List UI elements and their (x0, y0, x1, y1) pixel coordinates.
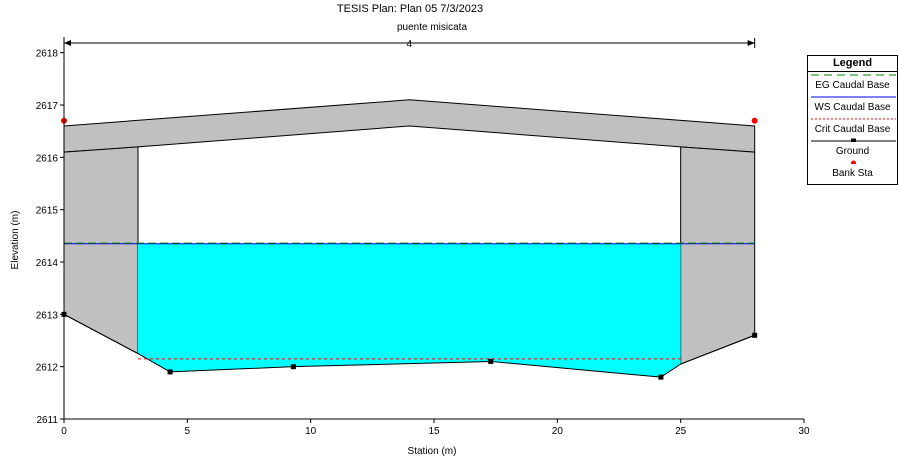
ground-point (167, 369, 173, 375)
legend-label: Crit Caudal Base (814, 124, 891, 135)
y-tick-label: 2615 (36, 206, 59, 217)
legend: Legend EG Caudal Base WS Caudal Base Crit … (807, 55, 898, 185)
chart-subtitle: puente misicata (397, 22, 467, 33)
x-tick-label: 25 (675, 426, 687, 437)
dimension-arrow-left (64, 40, 71, 46)
legend-symbol (811, 138, 896, 142)
legend-symbol (811, 74, 896, 76)
water-area (138, 243, 681, 378)
ground-point (290, 364, 296, 370)
plot-fills (63, 99, 756, 378)
x-axis-label: Station (m) (408, 446, 457, 456)
legend-item: Bank Sta (808, 160, 897, 182)
x-tick-label: 10 (305, 426, 317, 437)
x-tick-label: 15 (428, 426, 440, 437)
dimension-arrow-right (747, 40, 755, 46)
legend-label: Ground (835, 146, 870, 157)
bank-station-point (751, 117, 758, 124)
legend-label: WS Caudal Base (814, 102, 891, 113)
y-tick-label: 2617 (36, 101, 59, 112)
ground-point (488, 358, 494, 364)
y-tick-label: 2614 (36, 258, 59, 269)
ground-point (752, 332, 758, 338)
legend-item: WS Caudal Base (808, 94, 897, 116)
legend-symbol (811, 96, 896, 98)
chart-title: TESIS Plan: Plan 05 7/3/2023 (337, 3, 483, 15)
bridge-width-label: 4 (407, 39, 413, 50)
plot-lines: 4 (63, 38, 756, 378)
y-tick-label: 2613 (36, 310, 59, 321)
legend-items: EG Caudal Base WS Caudal Base Crit Caudal … (808, 72, 897, 182)
left-abutment (63, 146, 139, 355)
y-tick-label: 2611 (36, 415, 58, 426)
plot-axes: 0 5 10 15 20 25 30 2611 2612 2613 2614 2615 2616 2617… (36, 37, 810, 437)
y-tick-label: 2612 (36, 363, 59, 374)
bridge-deck (63, 99, 756, 153)
y-axis-label: Elevation (m) (10, 211, 21, 270)
legend-item: EG Caudal Base (808, 72, 897, 94)
legend-symbol (811, 118, 896, 120)
legend-label: EG Caudal Base (815, 80, 890, 91)
legend-item: Crit Caudal Base (808, 116, 897, 138)
legend-label: Bank Sta (832, 168, 873, 179)
y-tick-label: 2616 (36, 153, 59, 164)
x-tick-label: 30 (798, 426, 810, 437)
x-tick-label: 20 (552, 426, 564, 437)
x-tick-label: 0 (61, 426, 67, 437)
legend-title: Legend (808, 56, 897, 72)
legend-item: Ground (808, 138, 897, 160)
y-tick-label: 2618 (36, 49, 59, 60)
x-tick-label: 5 (185, 426, 191, 437)
right-abutment (680, 146, 756, 365)
ground-line (63, 313, 755, 378)
legend-symbol (851, 160, 856, 164)
ground-point (658, 374, 664, 380)
